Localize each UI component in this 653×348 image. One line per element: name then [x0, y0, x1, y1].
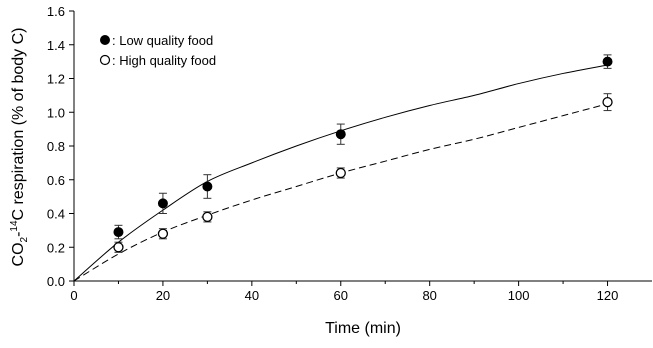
x-tick-label: 100 [508, 288, 530, 303]
y-axis-title-superscript: 14 [9, 220, 20, 232]
y-tick-label: 0.6 [47, 173, 65, 188]
y-tick-label: 0.8 [47, 139, 65, 154]
x-ticks: 0 20 40 60 80 100 120 [70, 281, 618, 303]
y-axis-title-rest: C respiration (% of body C) [10, 28, 27, 221]
x-tick-label: 80 [422, 288, 436, 303]
error-bars [114, 54, 612, 253]
y-axis-title: CO2-14C respiration (% of body C) [9, 28, 30, 267]
x-tick-label: 60 [334, 288, 348, 303]
legend-marker-high-quality [99, 54, 111, 66]
y-tick-label: 1.6 [47, 4, 65, 19]
legend-label-low-quality: : Low quality food [112, 33, 213, 48]
legend-marker-low-quality [100, 35, 110, 45]
x-tick-label: 0 [70, 288, 77, 303]
x-tick-label: 40 [245, 288, 259, 303]
y-tick-label: 0.4 [47, 207, 65, 222]
data-point-series-1 [335, 167, 346, 179]
legend: : Low quality food : High quality food [99, 33, 216, 68]
data-point-series-0 [202, 181, 213, 192]
data-point-series-1 [602, 96, 613, 108]
x-tick-label: 120 [597, 288, 619, 303]
data-point-series-0 [335, 129, 346, 140]
data-point-series-1 [157, 228, 169, 239]
y-tick-label: 1.4 [47, 38, 65, 53]
data-point-series-1 [113, 242, 124, 253]
data-point-series-0 [113, 227, 124, 238]
y-tick-label: 1.2 [47, 72, 65, 87]
x-axis-title: Time (min) [325, 320, 401, 337]
data-points [113, 56, 613, 253]
y-axis-title-subscript: 2 [19, 236, 30, 242]
legend-label-high-quality: : High quality food [112, 53, 216, 68]
y-ticks: 0.0 0.2 0.4 0.6 0.8 1.0 1.2 1.4 1.6 [47, 4, 74, 289]
x-tick-label: 20 [156, 288, 170, 303]
y-tick-label: 1.0 [47, 105, 65, 120]
axes [73, 11, 652, 282]
data-point-series-0 [157, 198, 168, 209]
y-tick-label: 0.2 [47, 240, 65, 255]
y-tick-label: 0.0 [47, 274, 65, 289]
data-point-series-1 [202, 211, 213, 223]
data-point-series-0 [602, 56, 613, 67]
y-axis-title-dash: - [10, 232, 27, 237]
y-axis-title-prefix: CO [10, 242, 27, 266]
